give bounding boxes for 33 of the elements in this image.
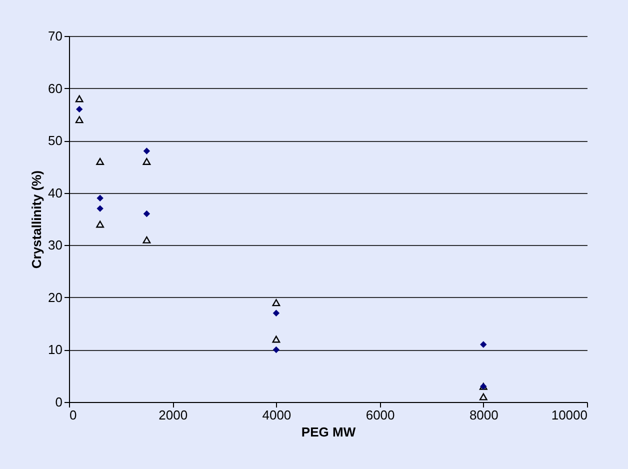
y-tick-label: 70 bbox=[48, 28, 62, 44]
x-tick-label: 4000 bbox=[262, 408, 292, 422]
point bbox=[479, 393, 488, 400]
y-tick-label: 50 bbox=[48, 133, 62, 148]
y-tick-label: 10 bbox=[48, 342, 62, 358]
point bbox=[96, 220, 104, 228]
point bbox=[272, 310, 280, 316]
point bbox=[96, 158, 104, 165]
point bbox=[75, 95, 84, 102]
point bbox=[75, 116, 84, 124]
y-tick-label: 60 bbox=[48, 80, 62, 96]
x-tick-label: 6000 bbox=[366, 408, 395, 422]
point bbox=[76, 106, 83, 113]
x-tick-label: 10000 bbox=[551, 408, 588, 422]
point bbox=[142, 158, 151, 165]
y-tick-label: 0 bbox=[55, 394, 62, 410]
point bbox=[480, 341, 487, 348]
x-tick-label: 2000 bbox=[158, 408, 188, 422]
point bbox=[96, 194, 104, 202]
x-tick-label: 8000 bbox=[469, 408, 498, 422]
y-axis-title: Crystallinity (%) bbox=[29, 170, 44, 269]
point bbox=[272, 336, 280, 343]
y-tick-label: 40 bbox=[48, 185, 62, 200]
x-tick-label: 0 bbox=[70, 408, 77, 422]
point bbox=[96, 205, 104, 212]
point bbox=[142, 236, 151, 244]
point bbox=[272, 346, 280, 354]
x-axis-title: PEG MW bbox=[301, 424, 356, 440]
point bbox=[272, 299, 280, 306]
y-tick-label: 20 bbox=[48, 290, 62, 305]
point bbox=[143, 148, 150, 154]
point bbox=[143, 210, 150, 218]
y-tick-label: 30 bbox=[48, 238, 62, 253]
